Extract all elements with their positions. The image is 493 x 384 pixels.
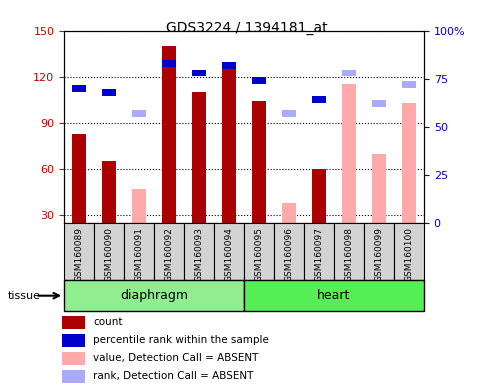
Bar <box>162 46 176 223</box>
Bar <box>312 169 326 223</box>
Bar <box>274 223 304 280</box>
Text: count: count <box>93 318 123 328</box>
Bar <box>342 84 356 223</box>
Text: GSM160093: GSM160093 <box>195 227 204 282</box>
Bar <box>312 96 326 103</box>
Text: GSM160089: GSM160089 <box>74 227 84 282</box>
Text: GSM160096: GSM160096 <box>284 227 293 282</box>
Bar <box>364 223 394 280</box>
Bar <box>394 223 424 280</box>
Bar <box>184 223 214 280</box>
Bar <box>372 100 386 107</box>
Bar <box>103 161 116 223</box>
Bar <box>402 81 416 88</box>
Text: GSM160100: GSM160100 <box>404 227 414 282</box>
Text: diaphragm: diaphragm <box>120 289 188 302</box>
Text: GDS3224 / 1394181_at: GDS3224 / 1394181_at <box>166 21 327 35</box>
Text: GSM160092: GSM160092 <box>165 227 174 282</box>
Text: GSM160098: GSM160098 <box>345 227 353 282</box>
Bar <box>72 134 86 223</box>
Text: GSM160099: GSM160099 <box>375 227 384 282</box>
Bar <box>132 110 146 117</box>
Bar <box>402 103 416 223</box>
Bar <box>244 280 424 311</box>
Bar <box>132 189 146 223</box>
Bar <box>192 92 206 223</box>
Bar <box>282 203 296 223</box>
Text: value, Detection Call = ABSENT: value, Detection Call = ABSENT <box>93 353 259 363</box>
Text: percentile rank within the sample: percentile rank within the sample <box>93 336 269 346</box>
Bar <box>62 334 85 347</box>
Text: GSM160090: GSM160090 <box>105 227 113 282</box>
Bar <box>62 352 85 365</box>
Bar <box>72 85 86 92</box>
Bar <box>334 223 364 280</box>
Bar <box>62 316 85 329</box>
Bar <box>282 110 296 117</box>
Text: GSM160094: GSM160094 <box>224 227 234 282</box>
Text: rank, Detection Call = ABSENT: rank, Detection Call = ABSENT <box>93 371 254 381</box>
Bar <box>154 223 184 280</box>
Bar <box>252 101 266 223</box>
Bar <box>244 223 274 280</box>
Bar <box>342 70 356 76</box>
Text: GSM160095: GSM160095 <box>254 227 264 282</box>
Text: tissue: tissue <box>7 291 40 301</box>
Bar <box>222 62 236 69</box>
Text: heart: heart <box>317 289 351 302</box>
Bar <box>372 154 386 223</box>
Bar <box>64 280 244 311</box>
Bar <box>103 89 116 96</box>
Bar <box>192 70 206 76</box>
Bar <box>304 223 334 280</box>
Bar <box>214 223 244 280</box>
Bar <box>124 223 154 280</box>
Bar <box>162 60 176 67</box>
Bar <box>62 370 85 382</box>
Text: GSM160097: GSM160097 <box>315 227 323 282</box>
Bar <box>64 223 94 280</box>
Bar <box>252 77 266 84</box>
Bar <box>222 65 236 223</box>
Bar <box>94 223 124 280</box>
Text: GSM160091: GSM160091 <box>135 227 143 282</box>
